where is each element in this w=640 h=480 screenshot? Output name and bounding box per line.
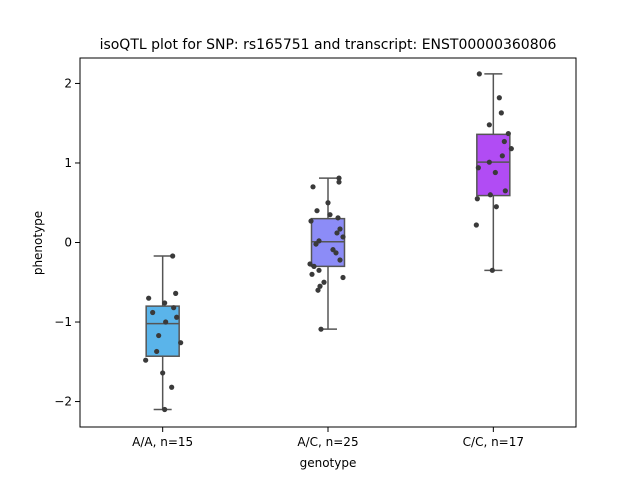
- data-point: [475, 165, 481, 171]
- data-point: [335, 215, 341, 221]
- y-tick-label: 1: [64, 156, 72, 170]
- data-point: [337, 226, 343, 232]
- data-point: [489, 267, 495, 273]
- data-point: [308, 218, 314, 224]
- box: [476, 133, 511, 197]
- y-tick-label: 0: [64, 236, 72, 250]
- data-point: [162, 406, 168, 413]
- data-point: [314, 208, 320, 214]
- data-point: [502, 188, 508, 194]
- data-point: [309, 271, 315, 277]
- data-point: [486, 122, 492, 128]
- data-point: [336, 179, 342, 185]
- data-point: [337, 257, 343, 263]
- data-point: [162, 300, 168, 306]
- y-tick-label: 2: [64, 76, 72, 90]
- y-tick-label: −2: [54, 395, 72, 409]
- data-point: [505, 130, 511, 137]
- data-point: [174, 314, 180, 320]
- data-point: [160, 370, 166, 376]
- chart-title: isoQTL plot for SNP: rs165751 and transc…: [100, 37, 557, 53]
- data-point: [169, 384, 175, 390]
- data-point: [154, 348, 160, 355]
- data-point: [340, 274, 346, 281]
- data-point: [318, 326, 324, 332]
- x-tick-label: A/C, n=25: [297, 435, 358, 449]
- data-point: [150, 309, 156, 316]
- data-point: [476, 71, 482, 77]
- data-point: [487, 192, 493, 198]
- data-point: [340, 234, 346, 240]
- data-point: [173, 290, 179, 296]
- data-point: [316, 267, 322, 273]
- data-point: [498, 110, 504, 116]
- data-point: [473, 222, 479, 228]
- data-point: [496, 95, 502, 101]
- data-point: [315, 287, 321, 293]
- data-point: [486, 159, 492, 165]
- data-point: [163, 319, 169, 325]
- data-point: [492, 169, 498, 176]
- data-point: [321, 279, 327, 285]
- data-point: [171, 305, 177, 311]
- data-point: [317, 283, 323, 289]
- plot-layer: [143, 71, 514, 413]
- data-point: [325, 200, 331, 206]
- box: [145, 305, 180, 357]
- x-tick-label: A/A, n=15: [132, 435, 193, 449]
- box-group-1: [143, 253, 184, 413]
- x-axis-label: genotype: [300, 456, 357, 470]
- data-point: [474, 196, 480, 202]
- box-group-3: [473, 71, 514, 273]
- data-point: [310, 184, 316, 190]
- data-point: [307, 261, 313, 267]
- data-point: [333, 250, 339, 256]
- box-group-2: [307, 175, 346, 332]
- axis-layer: −2 −1 0 1 2 A/A, n=15 A/C, n=25 C/C, n=17: [54, 76, 524, 449]
- data-point: [156, 332, 162, 339]
- data-point: [334, 230, 340, 236]
- data-point: [178, 340, 184, 346]
- y-axis-label: phenotype: [31, 211, 45, 275]
- y-tick-label: −1: [54, 315, 72, 329]
- data-point: [143, 357, 149, 363]
- data-point: [493, 204, 499, 210]
- x-tick-label: C/C, n=17: [463, 435, 524, 449]
- data-point: [501, 138, 507, 145]
- data-point: [170, 253, 176, 259]
- data-point: [313, 241, 319, 247]
- data-point: [327, 212, 333, 218]
- data-point: [508, 146, 514, 152]
- data-point: [146, 295, 152, 301]
- data-point: [336, 175, 342, 181]
- data-point: [499, 153, 505, 159]
- data-point: [311, 263, 317, 269]
